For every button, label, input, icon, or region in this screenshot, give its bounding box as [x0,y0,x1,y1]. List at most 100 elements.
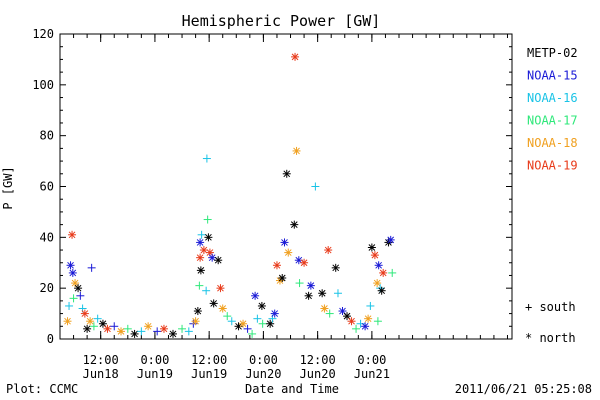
south-point [203,215,212,224]
south-point [366,301,375,310]
north-point [209,299,218,308]
x-tick-time-label: 0:00 [357,353,386,367]
north-point [257,301,266,310]
south-point [89,322,98,331]
north-point [169,329,177,338]
north-point [318,289,327,298]
south-point [69,294,78,303]
south-point [76,291,85,300]
north-point [216,284,225,293]
x-tick-time-label: 12:00 [83,353,119,367]
y-tick-label: 120 [32,27,54,41]
north-point [386,235,395,244]
x-tick-date-label: Jun19 [191,367,227,381]
legend-entry: NOAA-19 [527,159,578,173]
south-point [243,324,252,333]
north-point [331,263,340,272]
south-point [295,279,304,288]
north-point [270,309,279,318]
south-point [65,301,74,310]
north-point [86,317,95,326]
north-point [196,266,205,275]
north-point [74,284,83,293]
south-point [110,322,119,331]
north-point [320,304,329,313]
north-point [214,256,223,265]
north-point [373,279,382,288]
north-point [239,319,248,328]
footer-timestamp: 2011/06/21 05:25:08 [455,382,592,396]
north-point [379,268,388,277]
legend-entry: NOAA-16 [527,91,578,105]
south-point [153,327,162,336]
chart-title: Hemispheric Power [GW] [182,12,381,30]
north-point [208,253,217,262]
y-tick-label: 80 [40,129,54,143]
north-point [367,243,376,252]
x-axis: 12:00Jun180:00Jun1912:00Jun190:00Jun2012… [59,34,508,381]
south-point [223,312,232,321]
north-point [306,281,315,290]
legend-entry: NOAA-17 [527,114,578,128]
north-point [291,52,300,61]
x-tick-date-label: Jun21 [354,367,390,381]
north-point [292,146,301,155]
south-point [227,317,236,326]
y-tick-label: 40 [40,230,54,244]
footer-credit: Plot: CCMC [6,382,78,396]
legend-entry: METP-02 [527,46,578,60]
north-point [199,246,208,255]
north-point [130,329,139,338]
y-tick-label: 60 [40,180,54,194]
y-tick-label: 0 [47,332,54,346]
north-point [196,238,205,247]
north-point [234,322,243,331]
north-point [144,322,153,331]
south-point [197,230,206,239]
north-point [370,251,379,260]
north-point [282,169,291,178]
north-point [191,317,200,326]
north-point [284,248,293,257]
north-point [196,253,205,262]
north-point [98,319,107,328]
legend-entry: NOAA-18 [527,136,578,150]
x-tick-date-label: Jun18 [83,367,119,381]
south-point [388,268,397,277]
north-point [290,220,299,229]
x-tick-date-label: Jun20 [245,367,281,381]
south-point [333,289,342,298]
marker-legend-entry: * north [525,331,576,345]
south-point [311,182,320,191]
north-point [304,291,313,300]
x-axis-label: Date and Time [245,382,339,396]
x-tick-time-label: 12:00 [191,353,227,367]
y-tick-label: 100 [32,78,54,92]
south-point [373,317,382,326]
north-point [63,317,72,326]
south-point [325,309,334,318]
y-axis-label: P [GW] [1,166,15,209]
north-point [80,309,89,318]
north-point [68,268,77,277]
north-point [377,286,386,295]
marker-legend-entry: + south [525,300,576,314]
south-point [123,324,132,333]
north-point [300,258,309,267]
north-point [280,238,289,247]
south-point [248,329,257,338]
north-point [218,304,227,313]
north-point [347,317,356,326]
north-point [374,261,383,270]
y-axis: 0 20 40 60 80 100 120 [32,27,512,346]
north-point [364,314,373,323]
north-point [117,327,126,336]
south-point [202,286,211,295]
north-point [324,246,333,255]
north-point [103,324,112,333]
north-point [204,233,213,242]
south-point [184,327,193,336]
north-point [83,324,92,333]
north-point [272,261,281,270]
